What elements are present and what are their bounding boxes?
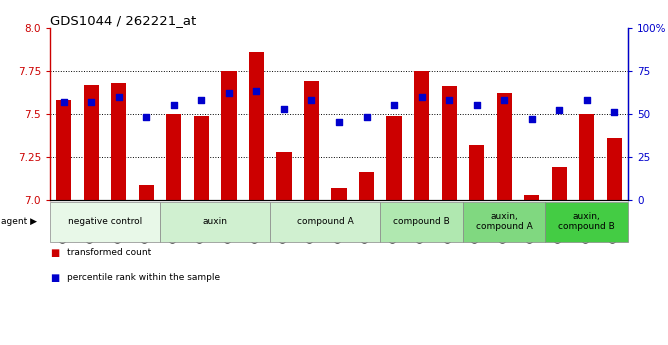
Point [251,89,262,94]
Point [499,97,510,103]
Point [389,102,399,108]
Point [416,94,427,99]
Text: transformed count: transformed count [67,248,151,257]
Point [333,120,345,125]
Point [554,108,564,113]
Point [306,97,317,103]
Text: auxin,
compound B: auxin, compound B [558,212,615,231]
Text: negative control: negative control [68,217,142,226]
Point [224,90,234,96]
Point [361,115,372,120]
Text: GDS1044 / 262221_at: GDS1044 / 262221_at [50,14,196,27]
Bar [552,167,566,200]
Text: compound B: compound B [393,217,450,226]
Point [141,115,152,120]
Point [444,97,454,103]
Text: percentile rank within the sample: percentile rank within the sample [67,273,220,282]
Point [526,116,537,122]
Point [86,99,97,105]
Bar [387,116,401,200]
Point [581,97,592,103]
Bar [524,195,539,200]
Text: auxin: auxin [202,217,228,226]
Text: auxin,
compound A: auxin, compound A [476,212,532,231]
Bar [304,81,319,200]
Point [609,109,619,115]
Text: agent ▶: agent ▶ [1,217,37,226]
Bar [331,188,347,200]
Bar [607,138,622,200]
Point [196,97,207,103]
Text: ■: ■ [50,273,59,283]
Text: ■: ■ [50,248,59,258]
Bar [112,83,126,200]
Bar [442,86,457,200]
Bar [579,114,595,200]
Point [471,102,482,108]
Point [59,99,69,105]
Bar [359,172,374,200]
Bar [414,71,429,200]
Bar [56,100,71,200]
Point [114,94,124,99]
Bar [139,185,154,200]
Point [168,102,179,108]
Text: compound A: compound A [297,217,353,226]
Bar [194,116,209,200]
Bar [277,152,291,200]
Bar [469,145,484,200]
Bar [496,93,512,200]
Bar [166,114,182,200]
Bar [221,71,236,200]
Point [279,106,289,111]
Bar [249,52,264,200]
Bar [84,85,99,200]
